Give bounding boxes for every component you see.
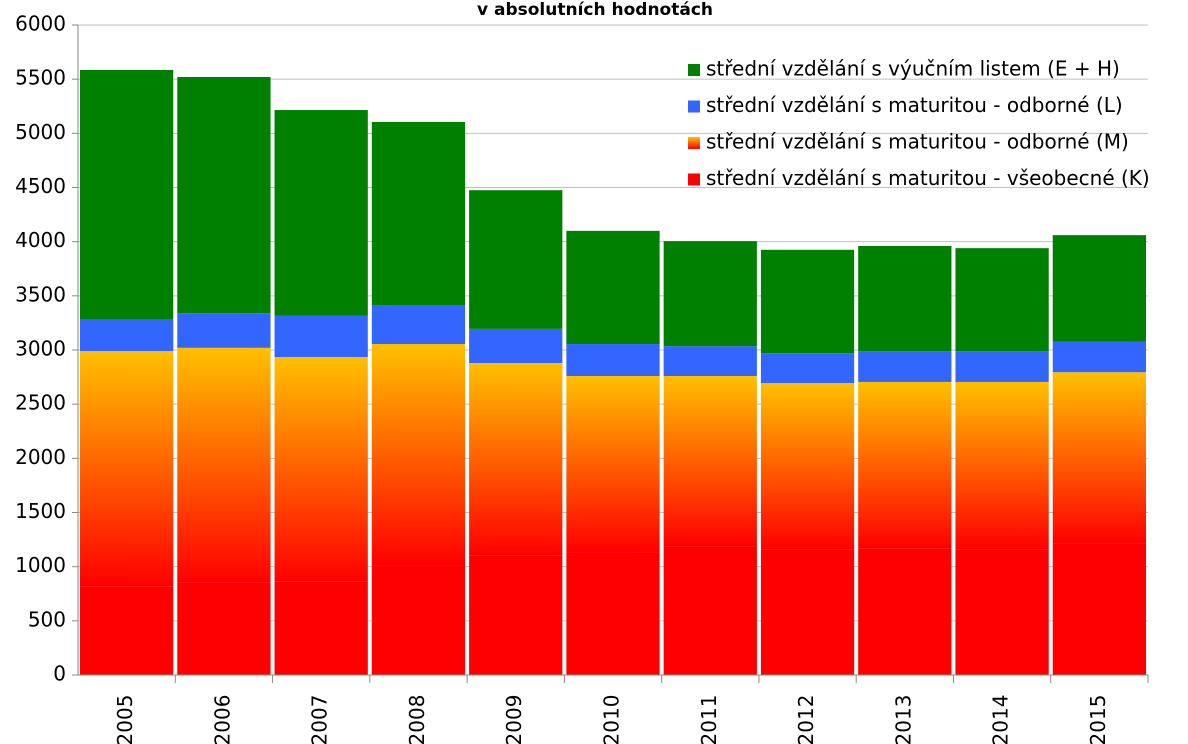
y-tick-label: 3000	[15, 337, 66, 361]
y-tick-label: 1000	[15, 553, 66, 577]
legend-swatch	[688, 137, 700, 149]
y-tick-label: 500	[28, 607, 66, 631]
bar-segment	[566, 376, 660, 553]
legend-swatch	[688, 173, 700, 186]
x-tick-label: 2010	[600, 695, 624, 744]
bar-segment	[1052, 341, 1146, 373]
bar-segment	[469, 555, 563, 675]
bar-segment	[177, 582, 271, 675]
bar-segment	[177, 347, 271, 583]
bar-segment	[274, 315, 368, 358]
bar-segment	[663, 241, 757, 347]
y-tick-label: 5000	[15, 120, 66, 144]
bar-segment	[274, 110, 368, 316]
bar-segment	[80, 586, 174, 675]
bar-segment	[469, 328, 563, 363]
bar-segment	[80, 69, 174, 320]
y-tick-label: 4500	[15, 174, 66, 198]
bar-segment	[858, 548, 952, 675]
x-tick-label: 2012	[794, 695, 818, 744]
y-tick-label: 0	[53, 662, 66, 686]
y-tick-label: 2000	[15, 445, 66, 469]
x-tick-label: 2014	[989, 695, 1013, 744]
legend-swatch	[688, 64, 700, 76]
bar-segment	[955, 381, 1049, 550]
x-tick-label: 2007	[308, 695, 332, 744]
bar-segment	[371, 344, 466, 566]
x-tick-label: 2013	[891, 695, 915, 744]
x-tick-label: 2015	[1086, 695, 1110, 744]
bar-segment	[1052, 235, 1146, 342]
bar-segment	[566, 552, 660, 675]
y-tick-label: 1500	[15, 499, 66, 523]
x-tick-label: 2011	[697, 695, 721, 744]
bar-segment	[371, 565, 466, 675]
legend-swatch	[688, 100, 700, 113]
y-tick-label: 4000	[15, 228, 66, 252]
bar-segment	[1052, 372, 1146, 544]
bar-segment	[760, 353, 855, 384]
bar-segment	[663, 346, 757, 376]
bar-segment	[663, 376, 757, 547]
legend-label: střední vzdělání s maturitou - odborné (…	[706, 130, 1129, 154]
y-tick-label: 6000	[15, 12, 66, 36]
bar-segment	[371, 121, 466, 306]
bar-segment	[274, 581, 368, 675]
bar-segment	[80, 319, 174, 352]
bar-segment	[566, 344, 660, 376]
bar-segment	[566, 230, 660, 345]
legend-label: střední vzdělání s maturitou - všeobecné…	[706, 166, 1150, 190]
chart-title: v absolutních hodnotách	[477, 0, 713, 20]
y-tick-label: 3500	[15, 282, 66, 306]
bar-segment	[469, 190, 563, 329]
bar-segment	[955, 248, 1049, 352]
legend-label: střední vzdělání s výučním listem (E + H…	[706, 57, 1120, 81]
x-tick-label: 2005	[113, 695, 137, 744]
bar-segment	[760, 549, 855, 675]
bar-segment	[1052, 543, 1146, 675]
bar-segment	[760, 249, 855, 354]
bar-segment	[274, 357, 368, 582]
bar-segment	[177, 313, 271, 348]
bar-segment	[955, 351, 1049, 382]
bar-segment	[371, 305, 466, 345]
y-tick-label: 2500	[15, 391, 66, 415]
bar-segment	[955, 549, 1049, 675]
bar-segment	[858, 246, 952, 352]
x-tick-label: 2009	[502, 695, 526, 744]
bar-segment	[80, 351, 174, 587]
legend-label: střední vzdělání s maturitou - odborné (…	[706, 93, 1123, 117]
bar-segment	[760, 383, 855, 550]
bar-segment	[663, 546, 757, 675]
bar-segment	[469, 363, 563, 556]
bar-segment	[858, 351, 952, 382]
x-tick-label: 2008	[405, 695, 429, 744]
y-tick-label: 5500	[15, 66, 66, 90]
bar-segment	[177, 77, 271, 314]
x-tick-label: 2006	[210, 695, 234, 744]
bar-segment	[858, 381, 952, 549]
